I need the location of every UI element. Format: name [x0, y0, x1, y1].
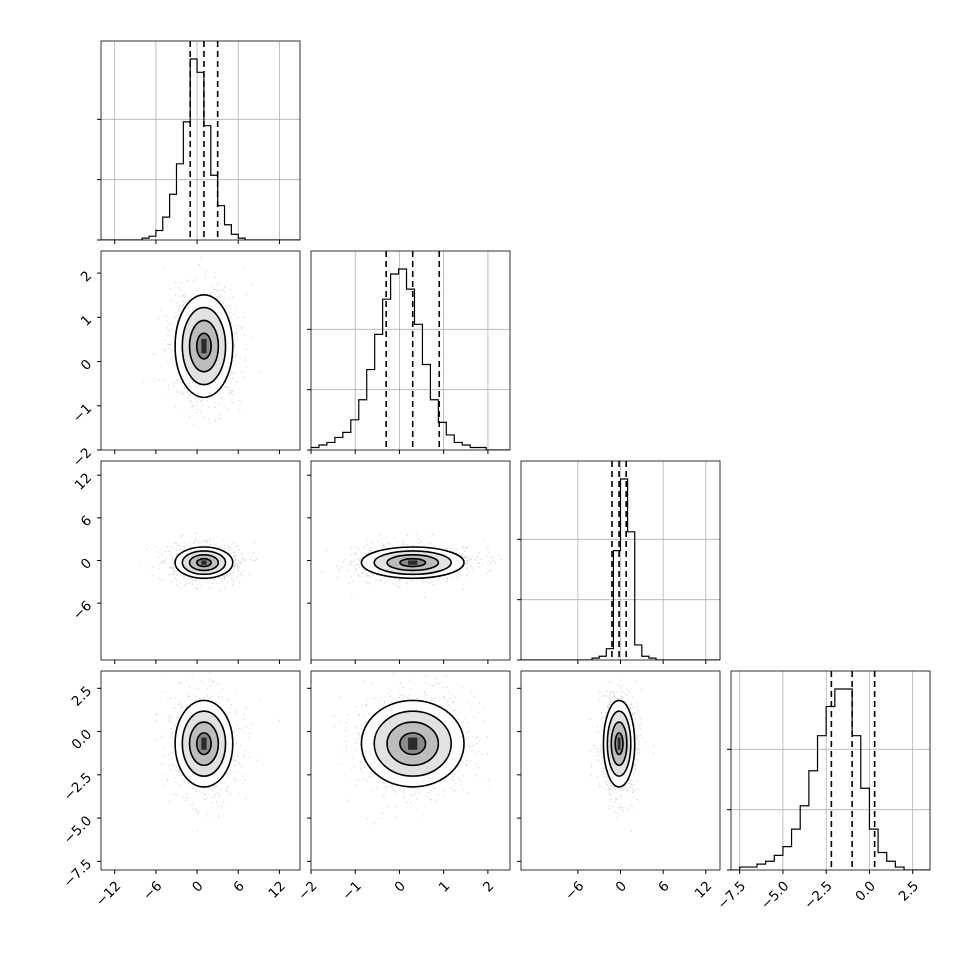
x-tick-label: −6 — [562, 878, 587, 903]
histogram-step-1 — [311, 268, 510, 450]
x-tick-label: 0.0 — [852, 878, 879, 905]
panel-frame — [100, 670, 301, 871]
y-tick-label: −6 — [70, 598, 95, 623]
contour-line — [614, 732, 624, 756]
x-tick-label: −2 — [295, 878, 320, 903]
contour-line — [399, 557, 427, 568]
x-tick-label: 12 — [692, 878, 715, 901]
contour-line — [174, 293, 234, 399]
hist-panel-1 — [307, 250, 511, 451]
x-tick-label: 6 — [655, 878, 672, 895]
x-tick-label: 0 — [189, 878, 206, 895]
density-core — [408, 560, 418, 565]
density-panel-3-2 — [520, 670, 721, 871]
contour-line — [360, 699, 465, 788]
contour-line — [610, 721, 628, 767]
histogram-step-3 — [731, 688, 930, 870]
x-tick-label: 2 — [480, 878, 497, 895]
density-core — [617, 737, 621, 750]
y-axis-3: −7.5 −5.0 −2.5 0.0 2.5 — [61, 683, 521, 891]
scatter-points — [138, 532, 257, 592]
panel-frame — [310, 670, 511, 871]
hist-panel-3 — [727, 670, 931, 871]
hist-panel-0 — [97, 40, 301, 241]
y-tick-label: 0.0 — [69, 726, 96, 753]
x-axis-3: −7.5 −5.0 −2.5 0.0 2.5 — [715, 870, 923, 913]
x-tick-label: 0 — [392, 878, 409, 895]
density-core — [201, 560, 207, 565]
contour-line — [602, 699, 636, 788]
y-tick-label: −7.5 — [61, 856, 95, 890]
contour-line — [195, 557, 212, 568]
x-tick-label: 12 — [265, 878, 288, 901]
panel-frame — [730, 670, 931, 871]
panel-frame — [310, 250, 511, 451]
x-tick-label: −7.5 — [715, 878, 749, 912]
density-panel-2-1 — [310, 460, 511, 661]
x-tick-label: 0 — [613, 878, 630, 895]
contour-line — [195, 732, 212, 756]
contour-line — [373, 550, 452, 576]
y-tick-label: 6 — [78, 513, 95, 530]
density-panel-3-1 — [310, 670, 511, 871]
y-tick-label: −1 — [70, 401, 95, 426]
x-tick-label: −12 — [93, 878, 124, 909]
density-panel-2-0 — [100, 460, 301, 661]
x-tick-label: −5.0 — [758, 878, 792, 912]
scatter-points — [589, 671, 655, 832]
density-core — [201, 737, 207, 750]
hist-panel-2 — [517, 460, 721, 661]
x-axis-2: −6 0 6 12 — [562, 660, 715, 904]
y-tick-label: 2 — [78, 268, 95, 285]
contour-line — [373, 710, 452, 777]
contour-line — [181, 306, 227, 386]
contour-line — [188, 721, 220, 767]
panel-frame — [100, 40, 301, 241]
y-tick-label: 0 — [78, 356, 95, 373]
contour-line — [181, 710, 227, 777]
y-tick-label: 0 — [78, 555, 95, 572]
contour-line — [195, 332, 212, 360]
y-tick-label: −2 — [70, 445, 95, 470]
contour-line — [174, 699, 234, 788]
contour-line — [399, 732, 427, 756]
y-tick-label: 1 — [78, 312, 95, 329]
x-tick-label: −2.5 — [801, 878, 835, 912]
density-panel-3-0 — [100, 670, 301, 871]
contour-line — [360, 546, 465, 580]
y-tick-label: −5.0 — [61, 813, 95, 847]
density-panel-1-0 — [100, 250, 301, 451]
contour-line — [188, 319, 220, 373]
contour-line — [606, 710, 632, 777]
x-tick-label: 6 — [230, 878, 247, 895]
x-tick-label: −1 — [339, 878, 364, 903]
x-tick-label: 2.5 — [896, 878, 923, 905]
x-axis-1: −2 −1 0 1 2 — [295, 450, 497, 904]
histogram-step-2 — [521, 478, 720, 660]
contour-line — [188, 554, 220, 572]
x-tick-label: −6 — [140, 878, 165, 903]
y-tick-label: −2.5 — [61, 770, 95, 804]
histogram-step-0 — [101, 58, 300, 240]
x-tick-label: 1 — [436, 878, 453, 895]
contour-line — [386, 554, 440, 572]
contour-line — [386, 721, 440, 767]
contour-line — [181, 550, 227, 576]
y-axis-1: −2 −1 0 1 2 — [70, 268, 101, 470]
y-tick-label: 12 — [72, 470, 95, 493]
panel-frame — [100, 250, 301, 451]
y-tick-label: 2.5 — [69, 683, 96, 710]
density-core — [201, 338, 207, 354]
density-core — [408, 737, 418, 750]
contour-line — [174, 546, 234, 580]
